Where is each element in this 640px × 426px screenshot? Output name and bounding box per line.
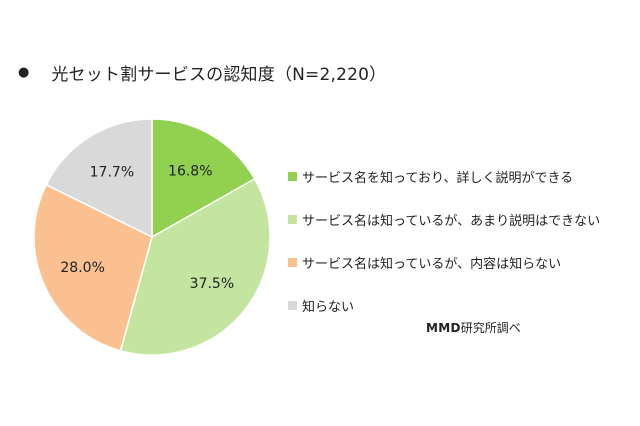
pie-slice-label-2: 28.0%	[60, 260, 104, 276]
pie-slice-label-3: 17.7%	[90, 164, 134, 180]
legend-label-2: サービス名は知っているが、内容は知らない	[302, 256, 562, 272]
legend-label-0: サービス名を知っており、詳しく説明ができる	[302, 170, 574, 186]
source-credit: MMD 研究所調べ	[426, 319, 521, 336]
pie-labels: 16.8% 37.5% 28.0% 17.7%	[60, 163, 234, 291]
legend-swatch-0	[288, 171, 297, 181]
legend-item-1: サービス名は知っているが、あまり説明はできない	[288, 209, 600, 229]
legend-item-2: サービス名は知っているが、内容は知らない	[288, 252, 600, 272]
legend-label-3: 知らない	[302, 299, 355, 315]
pie-slice-label-1: 37.5%	[190, 276, 234, 292]
pie-slice-0	[151, 118, 256, 239]
legend-swatch-2	[288, 257, 297, 267]
chart-title: 光セット割サービスの認知度（N=2,220）	[51, 64, 387, 85]
source-brand: MMD	[426, 321, 461, 335]
legend-item-0: サービス名を知っており、詳しく説明ができる	[288, 166, 600, 186]
chart-legend: サービス名を知っており、詳しく説明ができる サービス名は知っているが、あまり説明…	[288, 166, 600, 338]
pie-slice-label-0: 16.8%	[168, 163, 212, 179]
source-text: 研究所調べ	[460, 321, 521, 335]
title-bullet: ●	[18, 64, 30, 80]
legend-swatch-3	[288, 300, 297, 310]
pie-slices	[33, 118, 271, 356]
chart-title-row: ● 光セット割サービスの認知度（N=2,220）	[18, 60, 387, 85]
pie-slice-1	[119, 177, 271, 356]
legend-item-3: 知らない	[288, 295, 600, 315]
legend-swatch-1	[288, 214, 297, 224]
pie-slice-2	[33, 183, 153, 352]
legend-label-1: サービス名は知っているが、あまり説明はできない	[302, 213, 601, 229]
pie-slice-3	[45, 118, 153, 239]
